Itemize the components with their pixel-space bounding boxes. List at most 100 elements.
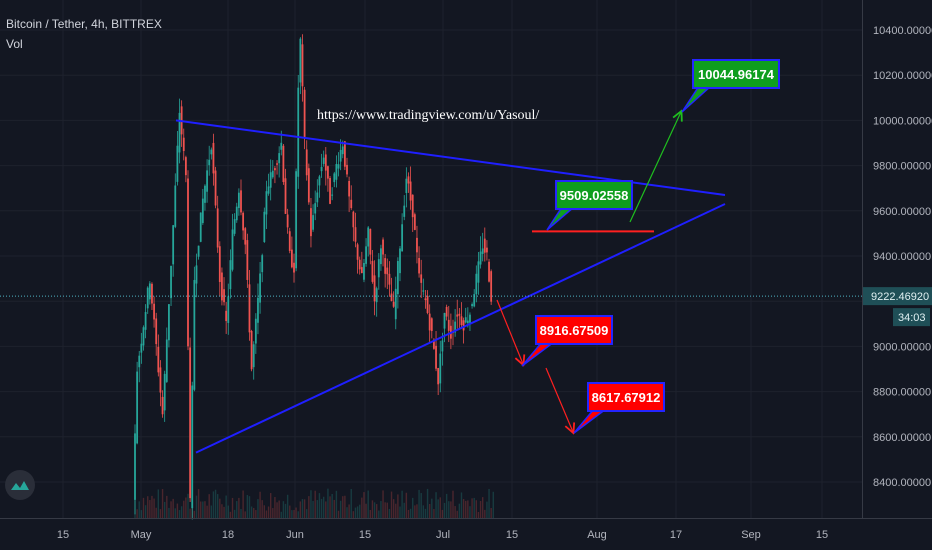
- volume-bar: [384, 502, 386, 518]
- candle-body: [240, 190, 242, 213]
- candle-body: [278, 153, 281, 164]
- candle-body: [352, 211, 355, 228]
- volume-bar: [176, 503, 179, 518]
- volume-bar: [155, 507, 157, 518]
- current-price-label: 9222.46920: [871, 291, 929, 303]
- candle-body: [462, 320, 465, 331]
- candle-body: [274, 168, 276, 171]
- candle-body: [333, 173, 336, 183]
- volume-bar: [426, 488, 429, 518]
- y-tick-label: 9400.00000: [873, 251, 931, 263]
- volume-bar: [138, 501, 140, 518]
- candle-body: [388, 273, 391, 285]
- candle-body: [244, 228, 247, 245]
- volume-bar: [431, 498, 433, 518]
- candle-body: [380, 248, 382, 265]
- candle-body: [335, 163, 338, 180]
- volume-bar: [280, 511, 282, 518]
- candle-body: [375, 288, 378, 303]
- candle-body: [464, 317, 467, 323]
- volume-bar: [473, 497, 475, 518]
- callout-label: 8916.67509: [540, 323, 609, 338]
- candle-body: [295, 171, 298, 269]
- candle-body: [490, 271, 493, 302]
- candle-body: [187, 178, 189, 347]
- candle-body: [329, 177, 331, 204]
- candle-body: [214, 170, 217, 206]
- volume-bar: [185, 497, 187, 518]
- candle-body: [172, 225, 175, 265]
- volume-bar: [291, 510, 293, 518]
- volume-bar: [161, 489, 164, 518]
- candle-body: [265, 191, 268, 215]
- candle-body: [206, 170, 208, 192]
- volume-bar: [382, 490, 384, 518]
- tradingview-mountain-icon: [11, 481, 29, 490]
- candle-body: [314, 203, 317, 214]
- candle-body: [280, 142, 283, 150]
- current-price-badge: [863, 287, 932, 306]
- volume-bar: [412, 497, 414, 518]
- candle-body: [386, 267, 389, 275]
- volume-bar: [151, 495, 153, 518]
- volume-bar: [278, 500, 280, 518]
- volume-bar: [348, 504, 350, 518]
- candle-body: [293, 262, 295, 273]
- volume-bar: [414, 505, 416, 518]
- volume-bar: [231, 497, 234, 518]
- candle-body: [337, 164, 340, 169]
- candle-body: [433, 339, 435, 349]
- candle-body: [373, 275, 376, 302]
- candle-body: [286, 214, 289, 228]
- volume-bar: [144, 505, 147, 518]
- volume-bar: [212, 491, 215, 518]
- candle-body: [303, 89, 306, 138]
- x-tick-label: Jun: [286, 529, 304, 541]
- volume-bar: [344, 495, 346, 518]
- candle-body: [276, 163, 278, 165]
- candles: [134, 34, 493, 520]
- candle-body: [254, 318, 257, 344]
- callout-label: 8617.67912: [592, 390, 661, 405]
- volume-bar: [289, 505, 291, 518]
- volume-bar: [428, 503, 431, 518]
- volume-bar: [259, 491, 261, 518]
- volume-bar: [388, 508, 391, 518]
- volume-bar: [206, 505, 208, 518]
- volume-bar: [437, 499, 439, 518]
- volume-bar: [333, 499, 335, 518]
- volume-bar: [397, 494, 399, 518]
- candle-body: [246, 240, 249, 280]
- volume-bar: [221, 504, 223, 518]
- candle-body: [210, 149, 213, 155]
- candle-body: [146, 287, 149, 309]
- volume-bar: [276, 502, 278, 518]
- candle-body: [182, 137, 185, 152]
- symbol-title: Bitcoin / Tether, 4h, BITTREX: [6, 17, 162, 31]
- tradingview-logo[interactable]: [5, 470, 35, 500]
- volume-bar: [399, 506, 401, 518]
- candle-body: [153, 303, 155, 320]
- volume-bar: [365, 503, 367, 518]
- volume-bar: [327, 488, 329, 518]
- volume-bar: [286, 494, 289, 518]
- volume-bar: [223, 506, 225, 518]
- x-tick-label: 15: [816, 529, 828, 541]
- candle-body: [165, 339, 168, 382]
- candle-body: [237, 192, 240, 209]
- volume-bar: [488, 488, 490, 518]
- down-arrow-1: [496, 299, 523, 364]
- candle-body: [305, 149, 308, 176]
- volume-bar: [418, 489, 420, 518]
- volume-bar: [331, 493, 333, 518]
- candle-body: [486, 247, 488, 253]
- volume-bar: [339, 500, 342, 518]
- candle-body: [371, 260, 374, 282]
- volume-bar: [172, 498, 174, 518]
- countdown-label: 34:03: [898, 312, 926, 324]
- upper-trendline: [175, 119, 726, 196]
- candle-body: [235, 206, 238, 221]
- volume-bar: [422, 505, 425, 518]
